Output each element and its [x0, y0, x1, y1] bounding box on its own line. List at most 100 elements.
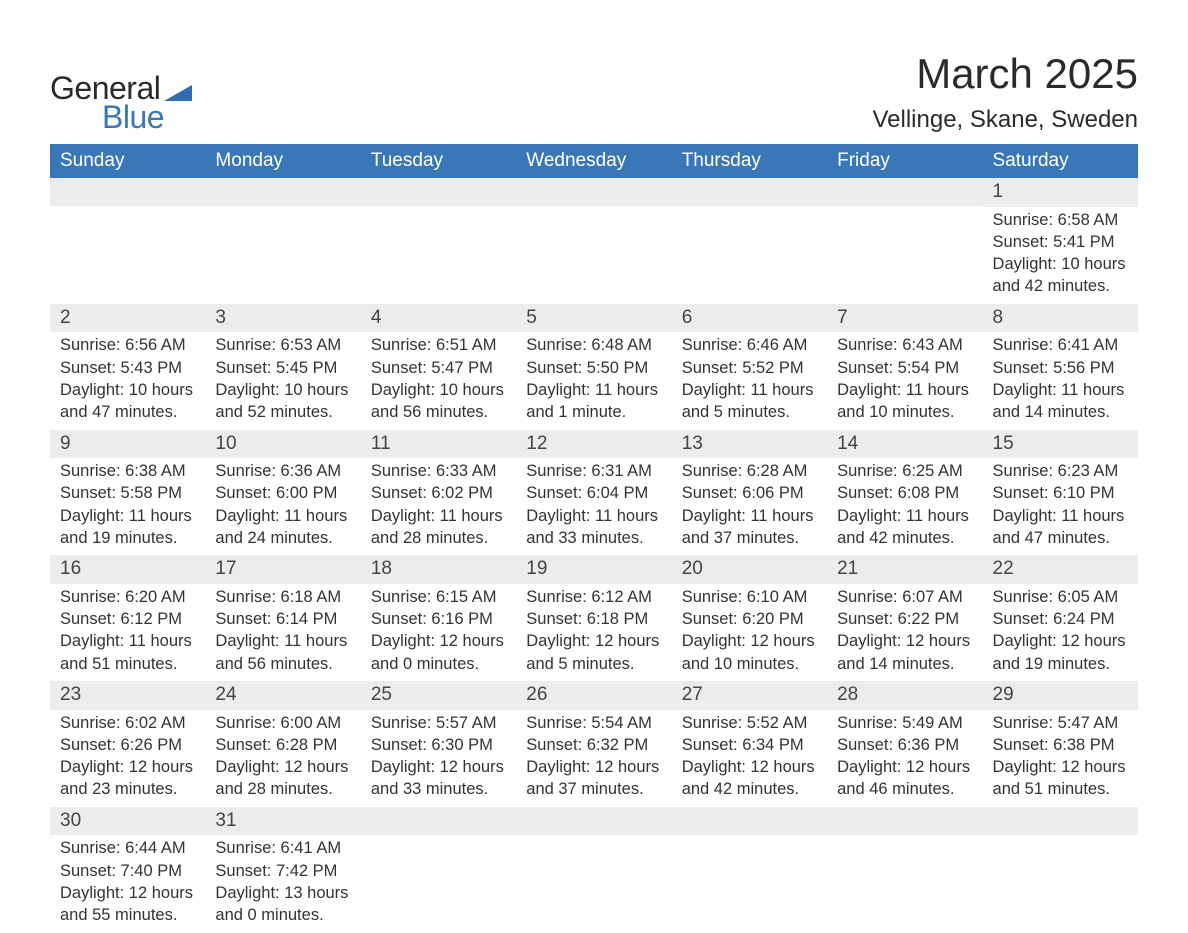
blank-day-number	[516, 807, 671, 835]
day-number: 1	[983, 178, 1138, 207]
day-num-cell: 27	[672, 681, 827, 710]
sunrise-line: Sunrise: 5:49 AM	[837, 712, 972, 734]
day-data: Sunrise: 6:43 AMSunset: 5:54 PMDaylight:…	[827, 332, 982, 429]
week-num-row: 16171819202122	[50, 555, 1138, 584]
daylight-line-1: Daylight: 11 hours	[993, 379, 1128, 401]
daylight-line-1: Daylight: 12 hours	[837, 756, 972, 778]
day-data: Sunrise: 6:23 AMSunset: 6:10 PMDaylight:…	[983, 458, 1138, 555]
sunrise-line: Sunrise: 6:53 AM	[215, 334, 350, 356]
day-number: 28	[827, 681, 982, 710]
day-data-cell: Sunrise: 6:31 AMSunset: 6:04 PMDaylight:…	[516, 458, 671, 555]
sunset-line: Sunset: 5:58 PM	[60, 482, 195, 504]
day-data: Sunrise: 6:12 AMSunset: 6:18 PMDaylight:…	[516, 584, 671, 681]
day-data-cell: Sunrise: 6:56 AMSunset: 5:43 PMDaylight:…	[50, 332, 205, 429]
sunrise-line: Sunrise: 6:36 AM	[215, 460, 350, 482]
day-data: Sunrise: 6:18 AMSunset: 6:14 PMDaylight:…	[205, 584, 360, 681]
sunrise-line: Sunrise: 6:00 AM	[215, 712, 350, 734]
day-number: 2	[50, 304, 205, 333]
day-number: 12	[516, 430, 671, 459]
daylight-line-1: Daylight: 11 hours	[60, 630, 195, 652]
day-data-cell: Sunrise: 6:43 AMSunset: 5:54 PMDaylight:…	[827, 332, 982, 429]
daylight-line-1: Daylight: 10 hours	[993, 253, 1128, 275]
day-number: 18	[361, 555, 516, 584]
blank-day-data	[205, 207, 360, 287]
sunset-line: Sunset: 6:08 PM	[837, 482, 972, 504]
day-data-cell	[205, 207, 360, 304]
day-data-cell: Sunrise: 6:41 AMSunset: 5:56 PMDaylight:…	[983, 332, 1138, 429]
daylight-line-2: and 56 minutes.	[371, 401, 506, 423]
sunrise-line: Sunrise: 6:46 AM	[682, 334, 817, 356]
day-number: 7	[827, 304, 982, 333]
daylight-line-2: and 5 minutes.	[682, 401, 817, 423]
day-data-cell: Sunrise: 6:46 AMSunset: 5:52 PMDaylight:…	[672, 332, 827, 429]
sunrise-line: Sunrise: 6:18 AM	[215, 586, 350, 608]
blank-day-number	[361, 178, 516, 206]
brand-text-blue: Blue	[102, 99, 192, 136]
blank-day-number	[827, 807, 982, 835]
sunset-line: Sunset: 5:56 PM	[993, 357, 1128, 379]
day-data: Sunrise: 6:48 AMSunset: 5:50 PMDaylight:…	[516, 332, 671, 429]
day-data: Sunrise: 5:52 AMSunset: 6:34 PMDaylight:…	[672, 710, 827, 807]
day-data: Sunrise: 6:20 AMSunset: 6:12 PMDaylight:…	[50, 584, 205, 681]
sunrise-line: Sunrise: 6:43 AM	[837, 334, 972, 356]
day-num-cell: 19	[516, 555, 671, 584]
day-number: 24	[205, 681, 360, 710]
day-number: 26	[516, 681, 671, 710]
day-num-cell: 3	[205, 304, 360, 333]
daylight-line-2: and 28 minutes.	[371, 527, 506, 549]
day-num-cell: 11	[361, 430, 516, 459]
day-data: Sunrise: 6:38 AMSunset: 5:58 PMDaylight:…	[50, 458, 205, 555]
day-number: 3	[205, 304, 360, 333]
day-num-cell: 24	[205, 681, 360, 710]
day-data-cell	[50, 207, 205, 304]
day-data-cell: Sunrise: 5:54 AMSunset: 6:32 PMDaylight:…	[516, 710, 671, 807]
sunset-line: Sunset: 7:40 PM	[60, 860, 195, 882]
day-header: Saturday	[983, 144, 1138, 178]
daylight-line-1: Daylight: 12 hours	[526, 756, 661, 778]
blank-day-data	[672, 835, 827, 915]
day-data-cell: Sunrise: 6:18 AMSunset: 6:14 PMDaylight:…	[205, 584, 360, 681]
daylight-line-1: Daylight: 12 hours	[993, 756, 1128, 778]
day-num-cell: 26	[516, 681, 671, 710]
location-subtitle: Vellinge, Skane, Sweden	[872, 106, 1138, 134]
day-header: Thursday	[672, 144, 827, 178]
sunrise-line: Sunrise: 6:58 AM	[993, 209, 1128, 231]
calendar-table: Sunday Monday Tuesday Wednesday Thursday…	[50, 144, 1138, 933]
day-data: Sunrise: 6:15 AMSunset: 6:16 PMDaylight:…	[361, 584, 516, 681]
day-header: Tuesday	[361, 144, 516, 178]
sunrise-line: Sunrise: 6:28 AM	[682, 460, 817, 482]
day-data-cell: Sunrise: 5:52 AMSunset: 6:34 PMDaylight:…	[672, 710, 827, 807]
day-num-cell: 21	[827, 555, 982, 584]
day-number: 4	[361, 304, 516, 333]
daylight-line-1: Daylight: 12 hours	[60, 756, 195, 778]
daylight-line-2: and 23 minutes.	[60, 778, 195, 800]
daylight-line-1: Daylight: 12 hours	[682, 630, 817, 652]
daylight-line-2: and 37 minutes.	[526, 778, 661, 800]
day-data-cell: Sunrise: 6:10 AMSunset: 6:20 PMDaylight:…	[672, 584, 827, 681]
sunset-line: Sunset: 5:43 PM	[60, 357, 195, 379]
sunrise-line: Sunrise: 6:23 AM	[993, 460, 1128, 482]
day-num-cell: 17	[205, 555, 360, 584]
day-data-cell: Sunrise: 6:28 AMSunset: 6:06 PMDaylight:…	[672, 458, 827, 555]
day-number: 31	[205, 807, 360, 836]
daylight-line-2: and 19 minutes.	[60, 527, 195, 549]
day-data: Sunrise: 6:07 AMSunset: 6:22 PMDaylight:…	[827, 584, 982, 681]
sunset-line: Sunset: 6:28 PM	[215, 734, 350, 756]
day-number: 13	[672, 430, 827, 459]
day-data-cell: Sunrise: 6:02 AMSunset: 6:26 PMDaylight:…	[50, 710, 205, 807]
sunrise-line: Sunrise: 6:56 AM	[60, 334, 195, 356]
day-data-cell: Sunrise: 6:48 AMSunset: 5:50 PMDaylight:…	[516, 332, 671, 429]
day-header: Wednesday	[516, 144, 671, 178]
blank-day-data	[827, 835, 982, 915]
sunrise-line: Sunrise: 6:12 AM	[526, 586, 661, 608]
day-num-cell: 4	[361, 304, 516, 333]
sunset-line: Sunset: 5:47 PM	[371, 357, 506, 379]
daylight-line-2: and 51 minutes.	[60, 653, 195, 675]
day-num-cell: 28	[827, 681, 982, 710]
day-num-cell: 25	[361, 681, 516, 710]
sunrise-line: Sunrise: 6:25 AM	[837, 460, 972, 482]
daylight-line-2: and 1 minute.	[526, 401, 661, 423]
day-number: 27	[672, 681, 827, 710]
blank-day-data	[672, 207, 827, 287]
title-block: March 2025 Vellinge, Skane, Sweden	[872, 50, 1138, 134]
